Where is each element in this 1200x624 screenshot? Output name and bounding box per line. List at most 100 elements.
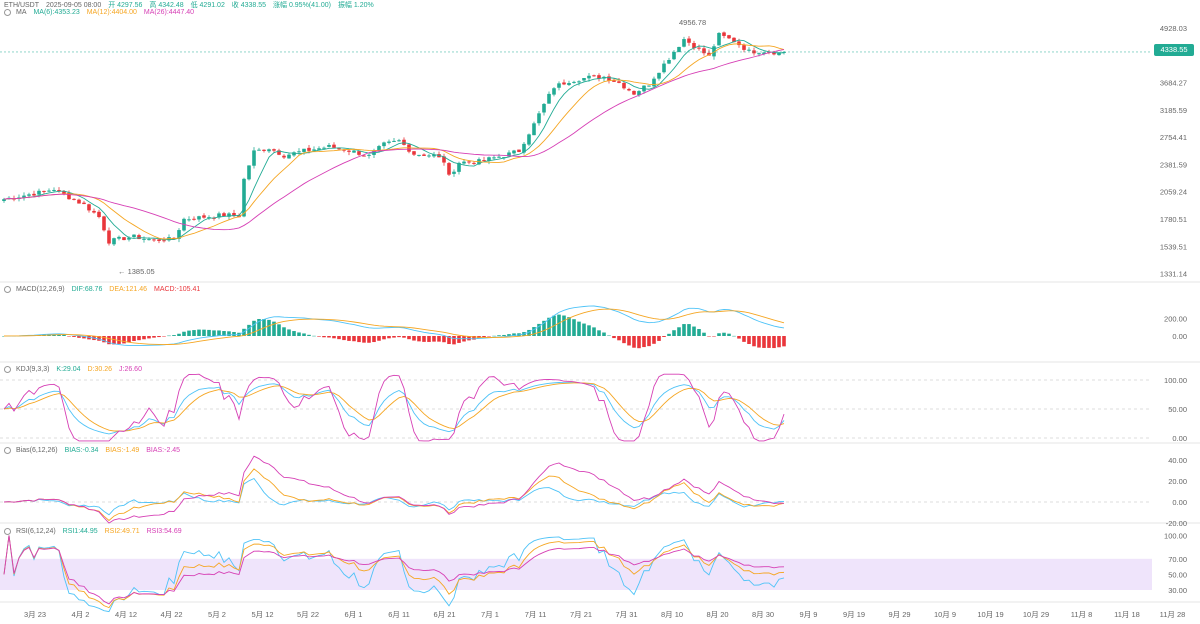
macd-histogram-bar bbox=[192, 330, 196, 336]
candle-body bbox=[102, 216, 106, 231]
macd-legend[interactable]: MACD(12,26,9) DIF:68.76 DEA:121.46 MACD:… bbox=[4, 286, 205, 293]
macd-histogram-bar bbox=[697, 329, 701, 336]
time-tick-label: 6月 21 bbox=[433, 610, 455, 619]
candle-body bbox=[2, 199, 6, 202]
candle-body bbox=[302, 148, 306, 152]
macd-histogram-bar bbox=[207, 329, 211, 336]
macd-histogram-bar bbox=[352, 336, 356, 342]
bias-title: Bias(6,12,26) bbox=[16, 447, 58, 455]
time-label: 2025-09-05 08:00 bbox=[45, 2, 102, 9]
candle-body bbox=[637, 91, 641, 96]
ma-legend[interactable]: MA MA(6):4353.23 MA(12):4404.00 MA(26):4… bbox=[4, 9, 199, 16]
macd-histogram-bar bbox=[442, 336, 446, 343]
ma12-line bbox=[3, 43, 785, 240]
candle-body bbox=[462, 161, 466, 164]
macd-histogram-bar bbox=[512, 333, 516, 336]
candle-body bbox=[337, 148, 341, 150]
candle-body bbox=[702, 48, 706, 54]
macd-histogram-bar bbox=[177, 333, 181, 336]
candle-body bbox=[522, 143, 526, 153]
eye-icon[interactable] bbox=[4, 9, 11, 16]
candle-body bbox=[412, 151, 416, 155]
candle-body bbox=[742, 45, 746, 50]
macd-histogram-bar bbox=[712, 336, 716, 337]
candle-body bbox=[572, 81, 576, 83]
macd-histogram-bar bbox=[722, 332, 726, 336]
ohlc-header: ETH/USDT 2025-09-05 08:00 开 4297.56 高 43… bbox=[4, 0, 379, 10]
bell-icon[interactable] bbox=[4, 366, 11, 373]
macd-histogram-bar bbox=[657, 336, 661, 341]
candle-body bbox=[657, 72, 661, 79]
change-label: 涨幅 0.95%(41.00) bbox=[273, 2, 331, 9]
ma-title: MA bbox=[16, 9, 27, 17]
bias2-label: BIAS:-1.49 bbox=[105, 447, 140, 455]
macd-histogram-bar bbox=[82, 336, 86, 339]
time-tick-label: 11月 28 bbox=[1160, 610, 1186, 619]
price-tick-label: 1780.51 bbox=[1160, 215, 1187, 224]
macd-histogram-bar bbox=[592, 327, 596, 336]
candle-body bbox=[722, 32, 726, 36]
candle-body bbox=[512, 150, 516, 154]
price-tick-label: 3185.59 bbox=[1160, 106, 1187, 115]
candle-body bbox=[92, 210, 96, 213]
bias-legend[interactable]: Bias(6,12,26) BIAS:-0.34 BIAS:-1.49 BIAS… bbox=[4, 447, 185, 454]
macd-histogram-bar bbox=[137, 336, 141, 341]
rsi-tick-label: 70.00 bbox=[1168, 555, 1187, 564]
time-tick-label: 8月 20 bbox=[706, 610, 728, 619]
rsi-legend[interactable]: RSI(6,12,24) RSI1:44.95 RSI2:49.71 RSI3:… bbox=[4, 528, 187, 535]
macd-histogram-bar bbox=[57, 334, 61, 336]
macd-histogram-bar bbox=[467, 336, 471, 341]
bell-icon[interactable] bbox=[4, 447, 11, 454]
candle-body bbox=[177, 230, 181, 239]
macd-histogram-bar bbox=[542, 320, 546, 336]
candle-body bbox=[352, 150, 356, 153]
bell-icon[interactable] bbox=[4, 528, 11, 535]
candle-body bbox=[387, 141, 391, 143]
candle-body bbox=[112, 238, 116, 245]
macd-histogram-bar bbox=[227, 331, 231, 336]
bell-icon[interactable] bbox=[4, 286, 11, 293]
candle-body bbox=[607, 76, 611, 81]
rsi-title: RSI(6,12,24) bbox=[16, 528, 56, 536]
kdj-tick-label: 100.00 bbox=[1164, 376, 1187, 385]
macd-histogram-bar bbox=[2, 336, 6, 337]
candle-body bbox=[782, 51, 786, 53]
macd-histogram-bar bbox=[127, 336, 131, 343]
candle-body bbox=[67, 192, 71, 200]
candle-body bbox=[397, 140, 401, 142]
price-tick-label: 1539.51 bbox=[1160, 242, 1187, 251]
candle-body bbox=[312, 149, 316, 151]
candle-body bbox=[772, 52, 776, 55]
macd-histogram-bar bbox=[132, 336, 136, 341]
macd-tick-label: 200.00 bbox=[1164, 314, 1187, 323]
candle-body bbox=[542, 103, 546, 113]
macd-histogram-bar bbox=[482, 336, 486, 338]
candle-body bbox=[467, 161, 471, 163]
macd-histogram-bar bbox=[217, 330, 221, 336]
high-annotation: 4956.78 bbox=[679, 18, 706, 27]
macd-histogram-bar bbox=[397, 336, 401, 338]
macd-histogram-bar bbox=[172, 335, 176, 336]
ma26-label: MA(26):4447.40 bbox=[143, 9, 195, 17]
candle-body bbox=[132, 234, 136, 238]
kdj-legend[interactable]: KDJ(9,3,3) K:29.04 D:30.26 J:26.60 bbox=[4, 366, 147, 373]
candle-body bbox=[562, 82, 566, 85]
macd-histogram-bar bbox=[632, 336, 636, 348]
macd-histogram-bar bbox=[312, 335, 316, 337]
macd-histogram-bar bbox=[97, 336, 101, 341]
macd-histogram-bar bbox=[202, 329, 206, 336]
candle-body bbox=[247, 165, 251, 180]
bias-tick-label: 0.00 bbox=[1172, 498, 1187, 507]
candle-body bbox=[297, 151, 301, 153]
candle-body bbox=[292, 152, 296, 156]
time-tick-label: 10月 19 bbox=[977, 610, 1003, 619]
macd-histogram-bar bbox=[507, 334, 511, 336]
time-tick-label: 7月 21 bbox=[570, 610, 592, 619]
candle-body bbox=[42, 190, 46, 192]
time-tick-label: 11月 8 bbox=[1071, 610, 1093, 619]
candle-body bbox=[567, 82, 571, 86]
d-line bbox=[3, 382, 785, 432]
macd-histogram-bar bbox=[487, 336, 491, 337]
candle-body bbox=[377, 146, 381, 151]
